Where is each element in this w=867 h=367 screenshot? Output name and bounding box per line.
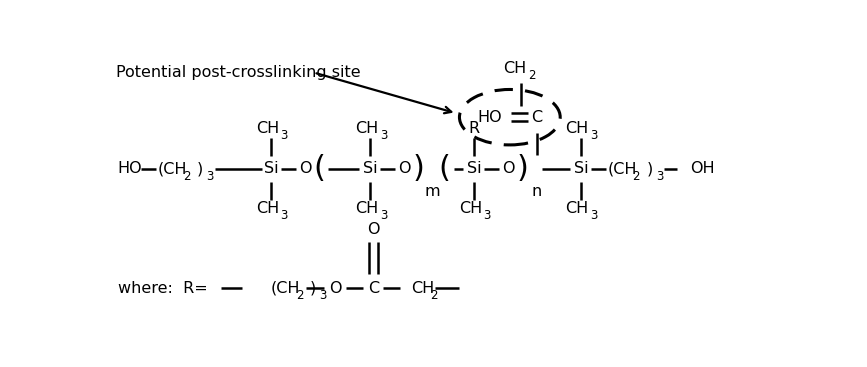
Text: (CH: (CH	[608, 161, 637, 176]
Text: CH: CH	[355, 121, 378, 136]
Text: 3: 3	[281, 129, 288, 142]
Text: 3: 3	[484, 209, 491, 222]
Text: O: O	[299, 161, 311, 176]
Text: ): )	[310, 281, 316, 296]
Text: O: O	[398, 161, 411, 176]
Text: 3: 3	[319, 289, 327, 302]
Text: 2: 2	[296, 289, 303, 302]
Text: O: O	[368, 222, 380, 237]
Text: CH: CH	[565, 201, 589, 216]
Text: C: C	[531, 110, 543, 125]
Text: Potential post-crosslinking site: Potential post-crosslinking site	[116, 65, 361, 80]
Text: C: C	[368, 281, 379, 296]
Text: Si: Si	[363, 161, 378, 176]
Text: CH: CH	[459, 201, 482, 216]
Text: 2: 2	[430, 289, 438, 302]
Text: CH: CH	[411, 281, 434, 296]
Text: 3: 3	[655, 170, 663, 183]
Text: 3: 3	[281, 209, 288, 222]
Text: Si: Si	[264, 161, 278, 176]
Text: (CH: (CH	[158, 161, 187, 176]
Text: Si: Si	[466, 161, 481, 176]
Text: OH: OH	[690, 161, 715, 176]
Text: CH: CH	[256, 121, 279, 136]
Text: CH: CH	[256, 201, 279, 216]
Text: 3: 3	[590, 209, 598, 222]
Text: n: n	[531, 184, 541, 199]
Text: ): )	[197, 161, 203, 176]
Text: Si: Si	[574, 161, 589, 176]
Text: O: O	[329, 281, 342, 296]
Text: 2: 2	[529, 69, 536, 82]
Text: 3: 3	[590, 129, 598, 142]
Text: 2: 2	[632, 170, 640, 183]
Text: ): )	[646, 161, 653, 176]
Text: HO: HO	[118, 161, 142, 176]
Text: O: O	[502, 161, 514, 176]
Text: ): )	[516, 154, 528, 183]
Text: (CH: (CH	[271, 281, 301, 296]
Text: R: R	[468, 121, 479, 136]
Text: HO: HO	[478, 110, 502, 125]
Text: CH: CH	[504, 61, 527, 76]
Text: 3: 3	[380, 209, 388, 222]
Text: m: m	[425, 184, 440, 199]
Text: CH: CH	[355, 201, 378, 216]
Text: CH: CH	[565, 121, 589, 136]
Text: 3: 3	[206, 170, 213, 183]
Text: (: (	[439, 154, 451, 183]
Text: ): )	[413, 154, 424, 183]
Text: where:  R=: where: R=	[118, 281, 207, 296]
Text: (: (	[313, 154, 325, 183]
Text: 2: 2	[183, 170, 191, 183]
Text: 3: 3	[380, 129, 388, 142]
